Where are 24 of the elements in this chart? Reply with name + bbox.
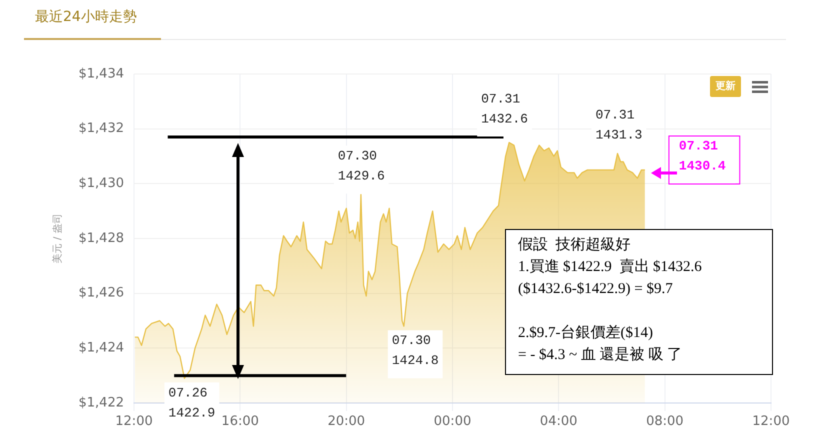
annotation: 更新 — [710, 76, 741, 97]
annotation: 07.31 1432.6 — [481, 91, 528, 126]
x-tick-label: 08:00 — [646, 414, 684, 430]
x-tick-label: 12:00 — [115, 414, 153, 430]
y-tick-label: $1,426 — [78, 286, 124, 301]
y-tick-label: $1,424 — [78, 340, 124, 356]
x-tick-label: 20:00 — [328, 414, 366, 430]
y-tick-label: $1,428 — [78, 230, 124, 246]
note-box: 假設 技術超級好 1.買進 $1422.9 賣出 $1432.6 ($1432.6-$1422.9) = $9.7 2.$9.7-台銀價差($14) = - $4.3 ~ 血 還是被 吸 了 — [505, 229, 773, 375]
annotation: 07.31 1431.3 — [596, 107, 642, 142]
annotation: 07.30 1429.6 — [338, 148, 385, 184]
annotation: 07.30 1424.8 — [392, 333, 439, 368]
chart-title: 最近24小時走勢 — [35, 8, 137, 26]
y-tick-label: $1,430 — [78, 176, 124, 192]
y-tick-label: $1,432 — [78, 121, 124, 136]
y-tick-label: $1,422 — [78, 395, 124, 410]
x-tick-label: 00:00 — [434, 414, 472, 430]
annotation: 07.31 1430.4 — [678, 138, 726, 174]
x-tick-label: 04:00 — [540, 414, 578, 430]
x-tick-label: 16:00 — [221, 414, 259, 430]
y-tick-label: $1,434 — [78, 66, 124, 82]
x-tick-label: 12:00 — [752, 414, 790, 430]
y-axis-title: 美元 / 盎司 — [52, 214, 64, 264]
annotation: 07.26 1422.9 — [168, 385, 216, 420]
